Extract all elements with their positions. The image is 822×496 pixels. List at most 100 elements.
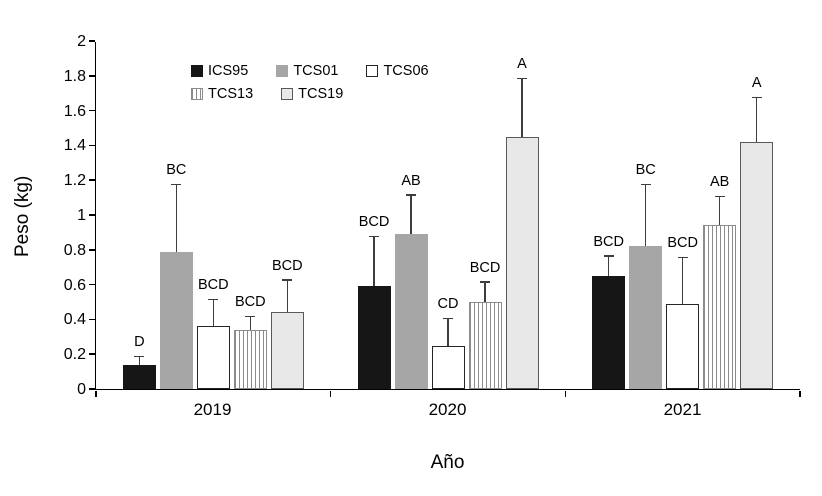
- legend-label-ICS95: ICS95: [208, 63, 249, 79]
- bar-TCS06-2021: [666, 303, 700, 389]
- error-bar: [607, 255, 610, 276]
- bar-ICS95-2020: [357, 286, 391, 389]
- error-bar: [644, 183, 647, 247]
- bar-groups: D BC BCD BCD BCD BCD AB CD BCD A BCD BC BCD AB A: [96, 42, 800, 389]
- error-bar: [175, 183, 178, 252]
- error-bar: [138, 355, 141, 365]
- y-tick-mark: [88, 353, 95, 355]
- bar-TCS13-2020: [468, 302, 502, 389]
- y-tick-mark: [88, 249, 95, 251]
- x-category-label: 2020: [428, 400, 467, 419]
- y-tick-label: 0.2: [63, 346, 86, 364]
- error-bar: [410, 194, 412, 235]
- y-tick-mark: [88, 318, 95, 321]
- y-tick-label: 0.8: [63, 241, 86, 259]
- bar-TCS13-2019: [233, 329, 267, 389]
- bar-slot: BC: [159, 42, 193, 389]
- bar-slot: AB: [703, 42, 737, 389]
- error-bar-cap: [443, 317, 453, 320]
- y-tick-label: 0: [77, 381, 86, 398]
- legend-label-TCS19: TCS19: [298, 85, 344, 102]
- bar-TCS06-2019: [196, 326, 230, 389]
- error-bar-cap: [714, 195, 725, 198]
- significance-label: AB: [710, 174, 730, 191]
- bar-ICS95-2021: [592, 275, 626, 389]
- y-tick-label: 1.8: [63, 67, 86, 85]
- bar-slot: AB: [394, 42, 428, 389]
- bar-TCS13-2021: [703, 225, 737, 389]
- significance-label: BCD: [667, 235, 698, 252]
- error-bar: [755, 96, 758, 142]
- significance-label: AB: [401, 172, 421, 189]
- error-bar: [212, 298, 215, 327]
- error-bar: [286, 279, 289, 313]
- legend-item-TCS01: TCS01: [276, 64, 338, 79]
- significance-label: BCD: [469, 259, 501, 276]
- significance-label: A: [751, 75, 762, 92]
- legend: ICS95 TCS01 TCS06 TCS13 TCS19: [191, 64, 429, 101]
- significance-label: BCD: [235, 294, 266, 311]
- y-tick-label: 1: [77, 207, 86, 224]
- x-tick-mark: [799, 390, 801, 397]
- y-tick-label: 1.4: [63, 137, 86, 155]
- error-bar: [373, 235, 375, 287]
- error-bar: [521, 77, 523, 137]
- significance-label: BCD: [198, 277, 229, 294]
- error-bar-cap: [677, 256, 688, 259]
- x-tick-mark: [564, 390, 567, 397]
- legend-item-TCS06: TCS06: [366, 64, 429, 79]
- legend-item-TCS19: TCS19: [281, 85, 344, 102]
- significance-label: BC: [166, 162, 187, 179]
- y-tick-mark: [88, 144, 95, 147]
- error-bar: [447, 317, 449, 346]
- significance-label: CD: [437, 296, 459, 313]
- y-tick-mark: [88, 214, 95, 216]
- error-bar-cap: [134, 355, 145, 358]
- error-bar-cap: [751, 96, 762, 99]
- bar-TCS01-2020: [394, 234, 428, 389]
- y-tick-mark: [88, 283, 95, 286]
- significance-label: BC: [635, 162, 656, 179]
- bar-ICS95-2019: [122, 364, 156, 389]
- bar-slot: BC: [629, 42, 663, 389]
- y-tick-mark: [88, 179, 95, 181]
- significance-label: BCD: [358, 214, 390, 231]
- x-category-label: 2019: [193, 400, 232, 419]
- error-bar-cap: [245, 315, 256, 318]
- bar-slot: A: [740, 42, 774, 389]
- bar-TCS19-2020: [505, 136, 539, 389]
- bar-TCS19-2019: [270, 312, 304, 389]
- y-axis-tick-labels: 0 0.2 0.4 0.6 0.8 1 1.2 1.4 1.6 1.8 2: [0, 34, 86, 398]
- bar-group-2021: BCD BC BCD AB A: [565, 42, 800, 389]
- significance-label: BCD: [272, 257, 303, 274]
- bar-group-2020: BCD AB CD BCD A: [331, 42, 566, 389]
- error-bar-cap: [640, 183, 651, 186]
- error-bar: [249, 315, 252, 330]
- bar-slot: A: [505, 42, 539, 389]
- error-bar-cap: [208, 298, 219, 301]
- bar-TCS01-2021: [629, 246, 663, 389]
- x-category-label: 2021: [663, 400, 702, 419]
- significance-label: A: [517, 56, 527, 73]
- plot-area: D BC BCD BCD BCD BCD AB CD BCD A BCD BC BCD AB A ICS95…: [88, 40, 801, 397]
- bar-group-2019: D BC BCD BCD BCD: [96, 42, 331, 389]
- bar-slot: BCD: [233, 42, 267, 389]
- bar-slot: BCD: [196, 42, 230, 389]
- significance-label: D: [134, 334, 145, 351]
- legend-label-TCS13: TCS13: [208, 85, 254, 102]
- error-bar-cap: [517, 77, 527, 80]
- x-axis-title: Año: [430, 452, 465, 473]
- error-bar: [681, 256, 684, 304]
- bar-TCS01-2019: [159, 251, 193, 389]
- legend-swatch-TCS01: [276, 65, 289, 78]
- legend-row: TCS13 TCS19: [191, 85, 429, 102]
- error-bar: [718, 195, 721, 226]
- legend-swatch-TCS19: [281, 87, 294, 100]
- bar-slot: BCD: [468, 42, 502, 389]
- y-tick-mark: [88, 109, 95, 112]
- significance-label: BCD: [593, 233, 624, 250]
- y-tick-label: 1.6: [63, 102, 86, 120]
- legend-item-TCS13: TCS13: [191, 85, 254, 102]
- y-tick-mark: [88, 40, 95, 42]
